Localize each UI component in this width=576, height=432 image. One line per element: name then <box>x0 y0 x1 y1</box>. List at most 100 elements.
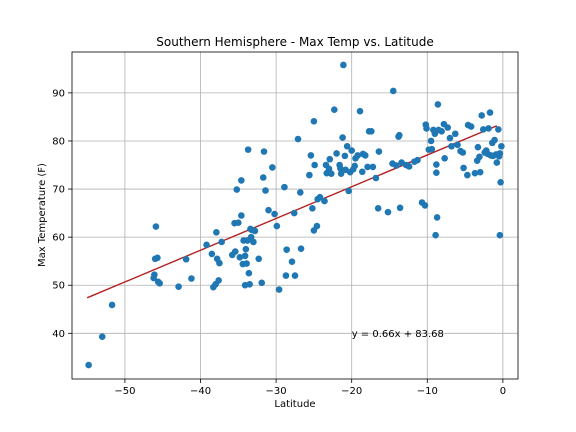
data-point <box>362 152 369 159</box>
data-point <box>471 169 479 177</box>
data-point <box>307 152 315 159</box>
data-point <box>493 159 501 166</box>
data-point <box>343 142 351 150</box>
data-point <box>478 112 486 119</box>
data-point <box>258 279 266 287</box>
plot-frame <box>71 51 519 380</box>
data-point <box>348 147 355 154</box>
data-point <box>260 148 268 155</box>
data-point <box>374 204 382 212</box>
data-point <box>467 123 475 130</box>
data-point <box>233 186 241 193</box>
data-point <box>496 150 504 157</box>
y-tick-label: 50 <box>52 281 65 292</box>
data-point <box>250 238 257 246</box>
data-point <box>369 163 377 171</box>
data-point <box>291 272 299 279</box>
data-point <box>389 87 397 95</box>
data-point <box>345 187 352 195</box>
data-point <box>396 131 403 139</box>
x-tick-label: −10 <box>417 386 438 397</box>
data-point <box>327 170 335 177</box>
data-point <box>156 280 163 287</box>
data-point <box>238 177 245 184</box>
data-point <box>331 106 338 114</box>
data-point <box>433 214 441 221</box>
chart-title: Southern Hemisphere - Max Temp vs. Latit… <box>156 35 434 49</box>
data-point <box>464 171 471 179</box>
data-point <box>368 128 375 135</box>
data-point <box>384 208 392 216</box>
data-point <box>396 204 404 212</box>
data-point <box>438 128 445 135</box>
data-point <box>283 246 290 253</box>
data-point <box>259 174 267 181</box>
data-point <box>321 197 328 205</box>
data-point <box>333 150 340 157</box>
data-point <box>265 206 272 214</box>
x-tick-label: −50 <box>114 386 135 397</box>
data-point <box>486 109 494 116</box>
data-point <box>310 117 318 125</box>
axis-ticks: −50 −40 −30 −20 −10 0 40 50 60 70 80 90 <box>52 88 506 397</box>
data-point <box>175 283 182 290</box>
data-point <box>235 219 242 227</box>
data-point <box>208 250 216 258</box>
data-point <box>236 254 244 261</box>
data-point <box>432 231 439 239</box>
data-point <box>275 286 283 293</box>
data-point <box>372 174 380 182</box>
data-point <box>460 164 467 172</box>
data-point <box>154 254 161 262</box>
data-point <box>271 210 278 218</box>
data-point <box>282 272 290 279</box>
data-point <box>215 277 222 284</box>
data-point <box>262 187 269 194</box>
data-point <box>476 168 484 176</box>
data-point <box>428 145 436 153</box>
data-point <box>497 179 504 186</box>
data-point <box>203 241 210 249</box>
data-point <box>313 222 321 230</box>
data-points <box>85 61 505 369</box>
y-tick-label: 40 <box>52 329 65 340</box>
data-point <box>316 193 324 201</box>
y-tick-label: 60 <box>52 233 65 244</box>
data-point <box>85 361 92 369</box>
data-point <box>241 252 249 260</box>
data-point <box>340 61 347 69</box>
data-point <box>441 154 448 162</box>
data-point <box>421 202 429 209</box>
data-point <box>294 135 302 143</box>
data-point <box>244 146 252 153</box>
data-point <box>216 259 223 267</box>
data-point <box>243 260 250 267</box>
data-point <box>405 163 413 170</box>
data-point <box>337 170 345 177</box>
data-point <box>364 163 371 171</box>
data-point <box>281 183 288 191</box>
data-point <box>296 189 304 196</box>
data-point <box>151 271 158 278</box>
data-point <box>242 245 250 253</box>
data-point <box>427 137 435 145</box>
data-point <box>454 141 461 149</box>
data-point <box>375 148 383 155</box>
data-point <box>423 125 430 132</box>
data-point <box>231 248 239 255</box>
data-point <box>213 229 220 236</box>
data-point <box>434 101 442 108</box>
data-point <box>485 125 492 132</box>
data-point <box>288 258 296 265</box>
data-point <box>273 222 281 230</box>
data-point <box>255 255 263 263</box>
data-point <box>309 204 316 212</box>
data-point <box>491 136 498 144</box>
data-point <box>496 231 504 239</box>
data-point <box>269 164 276 171</box>
data-point <box>108 301 116 309</box>
data-point <box>448 142 455 150</box>
y-tick-label: 90 <box>52 88 65 99</box>
data-point <box>152 223 160 230</box>
